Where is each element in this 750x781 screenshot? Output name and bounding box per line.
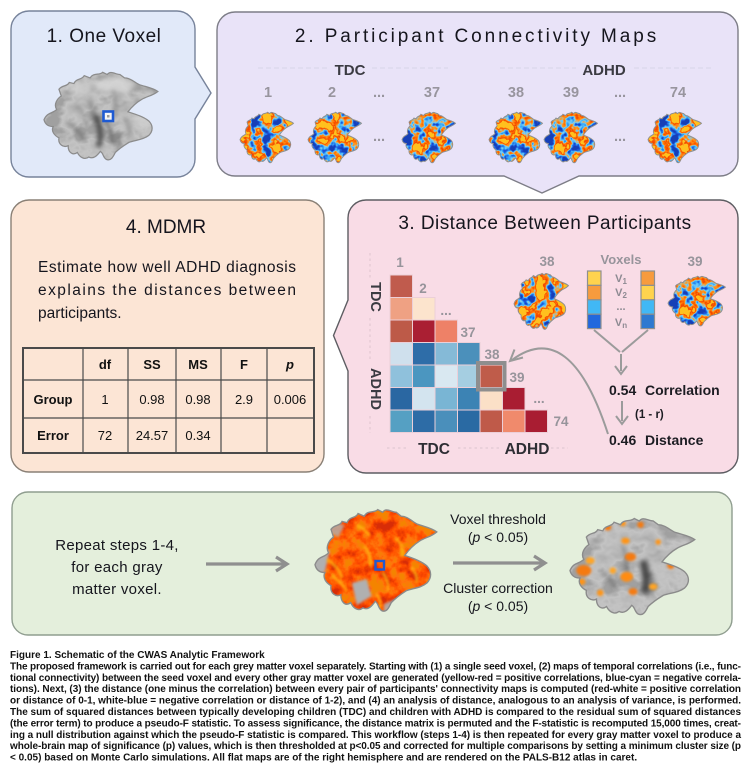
svg-text:Correlation: Correlation: [645, 382, 720, 398]
svg-text:tional connectivity) between t: tional connectivity) between the seed vo…: [10, 673, 741, 684]
svg-text:participants.: participants.: [38, 305, 122, 322]
svg-text:(p < 0.05): (p < 0.05): [468, 529, 528, 545]
svg-text:tions). Next, (3) the distance: tions). Next, (3) the distance (one minu…: [10, 684, 741, 695]
svg-text:MS: MS: [188, 357, 208, 372]
svg-text:matter voxel.: matter voxel.: [72, 581, 162, 598]
svg-text:72: 72: [98, 428, 112, 443]
svg-text:V1: V1: [615, 273, 627, 286]
svg-text:or distance of 0-1, white-blue: or distance of 0-1, white-blue = negativ…: [10, 696, 741, 707]
svg-text:1: 1: [396, 255, 404, 270]
svg-text:(p < 0.05): (p < 0.05): [468, 598, 528, 614]
svg-text:TDC: TDC: [418, 441, 450, 458]
svg-text:0.98: 0.98: [185, 392, 210, 407]
svg-text:ADHD: ADHD: [505, 441, 550, 458]
svg-text:Voxels: Voxels: [601, 252, 642, 267]
svg-text:24.57: 24.57: [136, 428, 169, 443]
svg-text:2: 2: [419, 281, 427, 296]
svg-text:0.98: 0.98: [139, 392, 164, 407]
svg-text:0.46: 0.46: [609, 432, 636, 448]
svg-text:3. Distance Between Participan: 3. Distance Between Participants: [398, 213, 691, 234]
svg-text:(1 - r): (1 - r): [635, 409, 664, 421]
svg-text:0.006: 0.006: [274, 392, 307, 407]
svg-text:Figure 1. Schematic of the CWA: Figure 1. Schematic of the CWAS Analytic…: [10, 650, 265, 661]
svg-text:74: 74: [670, 85, 686, 101]
svg-text:37: 37: [424, 85, 440, 101]
svg-text:Error: Error: [37, 428, 69, 443]
svg-text:1: 1: [101, 392, 108, 407]
svg-text:39: 39: [563, 85, 579, 101]
svg-text:2. Participant Connectivity Ma: 2. Participant Connectivity Maps: [295, 26, 659, 47]
svg-text:38: 38: [539, 254, 555, 269]
svg-text:0.34: 0.34: [185, 428, 210, 443]
svg-text:37: 37: [460, 325, 475, 340]
svg-text:Estimate how well ADHD diagnos: Estimate how well ADHD diagnosis: [38, 259, 296, 276]
svg-text:F: F: [240, 357, 248, 372]
svg-text:V2: V2: [615, 287, 627, 300]
svg-text:39: 39: [687, 254, 702, 269]
svg-text:...: ...: [614, 85, 626, 101]
svg-text:74: 74: [553, 414, 569, 429]
svg-text:39: 39: [509, 370, 524, 385]
svg-text:The sum of squared distances b: The sum of squared distances between typ…: [10, 707, 741, 718]
svg-text:ing a null distribution agains: ing a null distribution against which th…: [10, 730, 741, 741]
svg-text:Cluster correction: Cluster correction: [443, 580, 553, 596]
svg-text:p: p: [285, 357, 294, 372]
svg-text:TDC: TDC: [367, 282, 383, 312]
svg-text:Repeat steps 1-4,: Repeat steps 1-4,: [55, 537, 179, 554]
svg-text:Group: Group: [34, 392, 73, 407]
svg-text:38: 38: [484, 347, 500, 362]
svg-text:...: ...: [614, 129, 626, 145]
svg-text:...: ...: [440, 303, 451, 318]
svg-text:(the error term) to produce a: (the error term) to produce a pseudo-F s…: [10, 718, 741, 729]
svg-text:TDC: TDC: [335, 62, 366, 79]
svg-text:ADHD: ADHD: [582, 62, 625, 79]
svg-text:...: ...: [373, 85, 385, 101]
svg-text:1. One Voxel: 1. One Voxel: [47, 26, 162, 47]
svg-text:2.9: 2.9: [235, 392, 253, 407]
svg-text:1: 1: [264, 85, 272, 101]
svg-text:...: ...: [373, 129, 385, 145]
svg-text:4. MDMR: 4. MDMR: [126, 217, 206, 238]
svg-text:0.54: 0.54: [609, 382, 636, 398]
svg-text:38: 38: [508, 85, 524, 101]
svg-text:< 0.05) based on Monte Carlo s: < 0.05) based on Monte Carlo simulations…: [10, 753, 637, 764]
svg-text:SS: SS: [143, 357, 161, 372]
svg-text:...: ...: [533, 391, 544, 406]
svg-text:whole-brain map of significanc: whole-brain map of significance (p) valu…: [9, 741, 741, 752]
svg-text:...: ...: [616, 301, 625, 313]
svg-text:df: df: [99, 357, 112, 372]
svg-text:Vn: Vn: [615, 317, 627, 330]
svg-text:ADHD: ADHD: [367, 368, 383, 410]
svg-text:The proposed framework is carr: The proposed framework is carried out fo…: [10, 661, 741, 672]
svg-text:2: 2: [328, 85, 336, 101]
svg-text:Distance: Distance: [645, 432, 704, 448]
svg-text:for each gray: for each gray: [71, 559, 163, 576]
svg-text:Voxel threshold: Voxel threshold: [450, 511, 546, 527]
